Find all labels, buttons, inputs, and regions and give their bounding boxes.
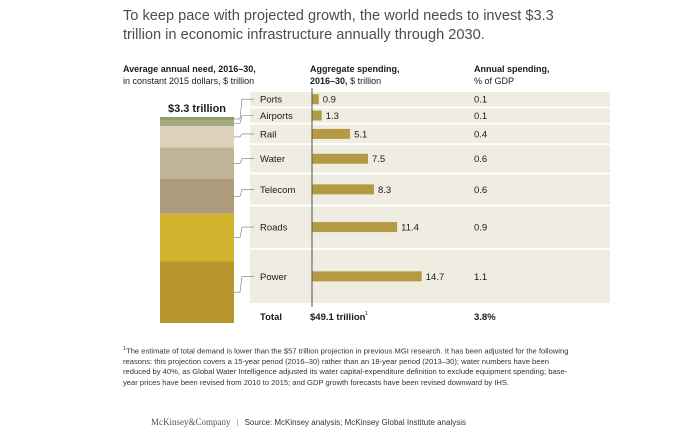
leader-line-airports — [234, 115, 254, 124]
gdp-label-power: 1.1 — [474, 272, 487, 283]
bar-water — [312, 153, 368, 164]
column-header-aggregate-spending: Aggregate spending, 2016–30, $ trillion — [310, 64, 400, 87]
value-label-roads: 11.4 — [401, 223, 419, 234]
stack-segment-rail — [160, 126, 234, 148]
source-line: McKinsey&Company | Source: McKinsey analys… — [151, 417, 466, 427]
gdp-label-ports: 0.1 — [474, 95, 487, 106]
source-text: Source: McKinsey analysis; McKinsey Glob… — [244, 418, 467, 427]
value-label-airports: 1.3 — [326, 111, 339, 122]
bar-airports — [312, 110, 322, 121]
gdp-label-roads: 0.9 — [474, 223, 487, 234]
stack-segment-telecom — [160, 178, 234, 214]
leader-line-roads — [234, 226, 254, 238]
column-header-annual-spending-title: Annual spending, — [474, 64, 550, 74]
total-footnote-mark: 1 — [365, 311, 368, 317]
row-band-rail — [250, 124, 610, 144]
column-header-aggregate-period: 2016–30, — [310, 75, 348, 86]
total-aggregate-label: $49.1 trillion — [310, 312, 366, 323]
column-header-annual-spending-unit: % of GDP — [474, 75, 515, 86]
category-label-roads: Roads — [260, 223, 288, 234]
value-label-telecom: 8.3 — [378, 185, 391, 196]
total-label: Total — [260, 312, 282, 323]
total-gdp-label: 3.8% — [474, 312, 496, 323]
leader-line-ports — [234, 98, 254, 120]
column-header-aggregate-title: Aggregate spending, — [310, 64, 400, 74]
brand-logo: McKinsey&Company — [151, 417, 231, 427]
value-label-power: 14.7 — [426, 272, 445, 283]
stack-total-label: $3.3 trillion — [168, 103, 226, 115]
footnote-text: The estimate of total demand is lower th… — [123, 346, 569, 387]
leader-line-power — [234, 276, 254, 293]
row-band-airports — [250, 108, 610, 123]
leader-line-telecom — [234, 189, 254, 197]
column-header-annual-need-subtitle: in constant 2015 dollars, $ trillion — [123, 75, 255, 86]
column-header-aggregate-unit: $ trillion — [350, 75, 382, 86]
stack-segment-airports — [160, 120, 234, 127]
category-label-water: Water — [260, 154, 285, 165]
gdp-label-airports: 0.1 — [474, 111, 487, 122]
value-label-water: 7.5 — [372, 154, 385, 165]
footnote: 1The estimate of total demand is lower t… — [123, 344, 573, 388]
row-band-ports — [250, 92, 610, 107]
value-label-rail: 5.1 — [354, 129, 367, 140]
chart-title: To keep pace with projected growth, the … — [123, 8, 554, 43]
stack-segment-ports — [160, 117, 234, 121]
category-label-power: Power — [260, 272, 287, 283]
column-header-annual-need-title: Average annual need, 2016–30, — [123, 64, 256, 74]
bar-telecom — [312, 184, 374, 195]
row-band-roads — [250, 206, 610, 248]
column-header-annual-spending: Annual spending, % of GDP — [474, 64, 550, 87]
category-label-airports: Airports — [260, 111, 293, 122]
infrastructure-chart: $3.3 trillion Ports 0.9 0.1 Airports 1.3 0.1 Ra… — [160, 88, 610, 323]
category-label-rail: Rail — [260, 129, 276, 140]
row-band-water — [250, 145, 610, 173]
footnote-mark: 1 — [123, 346, 127, 352]
category-label-ports: Ports — [260, 95, 282, 106]
stack-segment-roads — [160, 213, 234, 262]
bar-rail — [312, 128, 351, 139]
bar-power — [312, 271, 422, 282]
row-band-power — [250, 249, 610, 303]
value-label-ports: 0.9 — [323, 95, 336, 106]
leader-line-water — [234, 158, 254, 164]
bar-roads — [312, 222, 398, 233]
leader-line-rail — [234, 133, 254, 138]
gdp-label-telecom: 0.6 — [474, 185, 487, 196]
category-label-telecom: Telecom — [260, 185, 295, 196]
stack-segment-water — [160, 147, 234, 179]
row-band-telecom — [250, 174, 610, 205]
column-header-annual-need: Average annual need, 2016–30, in constan… — [123, 64, 256, 87]
source-divider: | — [236, 418, 239, 427]
gdp-label-rail: 0.4 — [474, 129, 487, 140]
gdp-label-water: 0.6 — [474, 154, 487, 165]
bar-ports — [312, 94, 319, 105]
stack-segment-power — [160, 261, 234, 323]
